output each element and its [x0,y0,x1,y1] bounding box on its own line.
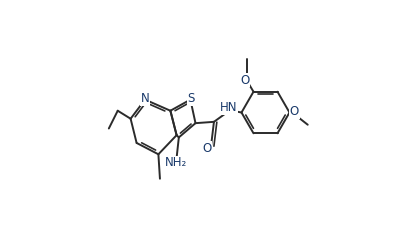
Text: NH₂: NH₂ [165,156,187,169]
Text: O: O [290,105,299,118]
Text: O: O [203,142,212,155]
Text: S: S [187,92,195,105]
Text: O: O [240,74,249,87]
Text: HN: HN [220,101,238,114]
Text: N: N [141,92,150,105]
